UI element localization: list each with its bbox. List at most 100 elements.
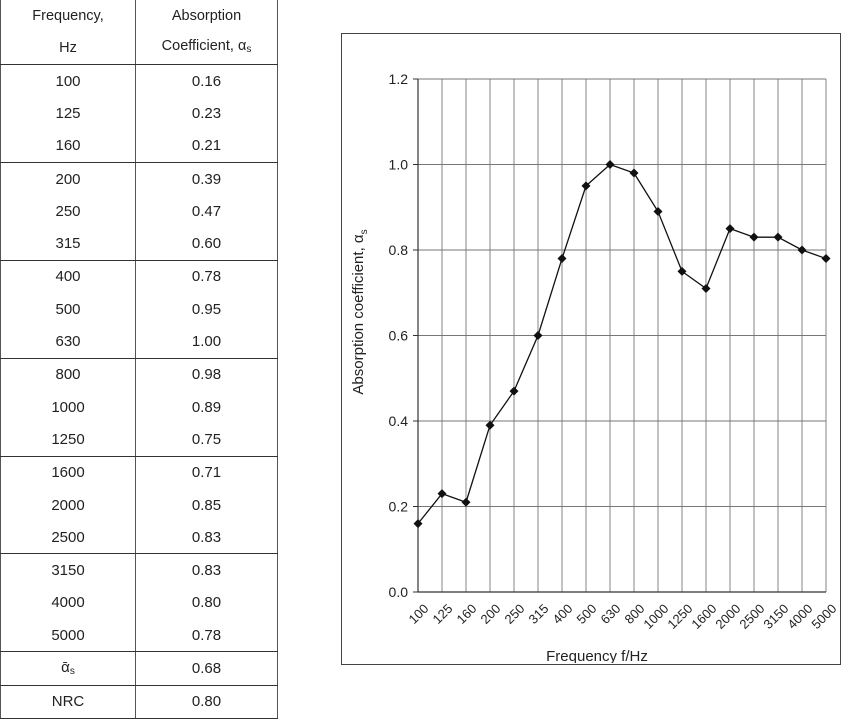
- frequency-cell: 1000: [0, 390, 136, 424]
- table-row: 315 0.60: [0, 227, 278, 261]
- x-tick-label: 400: [550, 601, 576, 627]
- frequency-cell: 5000: [0, 619, 136, 653]
- data-point: [749, 232, 759, 242]
- x-tick-label: 630: [598, 601, 624, 627]
- x-tick-label: 315: [526, 601, 552, 627]
- table-row: 3150 0.83: [0, 553, 278, 587]
- x-tick-label: 125: [430, 601, 456, 627]
- summary-label: ᾱ: [61, 659, 70, 677]
- grid-lines: [417, 78, 827, 593]
- table-row: 630 1.00: [0, 325, 278, 359]
- x-tick-label: 3150: [760, 601, 791, 632]
- x-tick-label: 1600: [688, 601, 719, 632]
- data-point: [557, 254, 567, 264]
- data-point: [725, 224, 735, 234]
- table-row: 1600 0.71: [0, 456, 278, 489]
- x-tick-label: 160: [454, 601, 480, 627]
- data-point: [773, 232, 783, 242]
- header-absorption-line2: Coefficient, αs: [135, 32, 278, 65]
- coefficient-cell: 0.80: [135, 586, 278, 620]
- x-tick-label: 200: [478, 601, 504, 627]
- y-tick-label: 0.0: [389, 584, 409, 600]
- frequency-cell: 160: [0, 129, 136, 163]
- coefficient-cell: 0.47: [135, 195, 278, 228]
- x-tick-label: 5000: [808, 601, 839, 632]
- x-tick-label: 2500: [736, 601, 767, 632]
- data-point: [581, 181, 591, 191]
- header-coefficient-text: Coefficient, α: [161, 38, 247, 54]
- table-row: 160 0.21: [0, 129, 278, 163]
- data-point: [701, 283, 711, 293]
- absorption-table: Frequency, Absorption Hz Coefficient, αs…: [0, 0, 278, 719]
- frequency-cell: 500: [0, 293, 136, 326]
- summary-label: NRC: [51, 692, 85, 710]
- coefficient-cell: 0.16: [135, 64, 278, 98]
- y-tick-label: 0.8: [389, 242, 409, 258]
- coefficient-cell: 0.95: [135, 293, 278, 326]
- table-header-row: Hz Coefficient, αs: [0, 32, 278, 65]
- frequency-cell: 2000: [0, 488, 136, 522]
- chart-frame: 0.0 0.2 0.4 0.6 0.8 1.0 1.2 100 125 160 200 250 315 4…: [341, 33, 841, 665]
- coefficient-cell: 0.78: [135, 619, 278, 653]
- data-point: [485, 420, 495, 430]
- table-body: 100 0.16 125 0.23 160 0.21 200 0.39 250 0.47 315 0.…: [0, 64, 278, 719]
- y-axis-title-text: Absorption coefficient, α: [350, 234, 367, 394]
- coefficient-cell: 0.71: [135, 456, 278, 489]
- table-row: 4000 0.80: [0, 586, 278, 620]
- table-row: 2500 0.83: [0, 521, 278, 555]
- header-frequency-line1: Frequency,: [0, 0, 136, 32]
- frequency-cell: 200: [0, 162, 136, 196]
- frequency-cell: 800: [0, 358, 136, 391]
- summary-label-subscript: s: [69, 666, 75, 678]
- x-tick-label: 250: [502, 601, 528, 627]
- coefficient-cell: 0.78: [135, 260, 278, 294]
- axes: 0.00.20.40.60.81.01.21001251602002503154…: [389, 71, 839, 632]
- x-tick-label: 1250: [664, 601, 695, 632]
- coefficient-cell: 0.83: [135, 553, 278, 587]
- table-row: 125 0.23: [0, 97, 278, 130]
- summary-label-cell: ᾱs: [0, 651, 136, 686]
- frequency-cell: 630: [0, 325, 136, 359]
- y-tick-label: 0.2: [389, 499, 409, 515]
- y-axis-title: Absorption coefficient, αs: [350, 229, 370, 394]
- frequency-cell: 1250: [0, 423, 136, 457]
- table-row: 1250 0.75: [0, 423, 278, 457]
- header-frequency-line2: Hz: [0, 32, 136, 65]
- data-point: [605, 160, 615, 169]
- summary-value-cell: 0.68: [135, 651, 278, 686]
- frequency-cell: 4000: [0, 586, 136, 620]
- table-row: 500 0.95: [0, 293, 278, 326]
- x-tick-label: 2000: [712, 601, 743, 632]
- x-tick-label: 500: [574, 601, 600, 627]
- data-point: [437, 489, 447, 499]
- x-axis-title: Frequency f/Hz: [546, 648, 648, 663]
- data-point: [797, 245, 807, 255]
- table-row: 5000 0.78: [0, 619, 278, 653]
- frequency-cell: 400: [0, 260, 136, 294]
- x-tick-label: 4000: [784, 601, 815, 632]
- data-point: [629, 168, 639, 178]
- frequency-cell: 1600: [0, 456, 136, 489]
- data-point: [533, 331, 543, 340]
- frequency-cell: 125: [0, 97, 136, 130]
- table-row: 250 0.47: [0, 195, 278, 228]
- table-row: 1000 0.89: [0, 390, 278, 424]
- y-tick-label: 0.6: [389, 328, 409, 344]
- header-absorption-line1: Absorption: [135, 0, 278, 32]
- summary-value-cell: 0.80: [135, 685, 278, 719]
- coefficient-cell: 0.39: [135, 162, 278, 196]
- summary-row: ᾱs 0.68: [0, 651, 278, 686]
- x-tick-label: 1000: [640, 601, 671, 632]
- frequency-cell: 250: [0, 195, 136, 228]
- table-row: 800 0.98: [0, 358, 278, 391]
- coefficient-cell: 0.85: [135, 488, 278, 522]
- series-line: [417, 163, 827, 525]
- data-point: [461, 497, 471, 507]
- data-point: [413, 519, 423, 529]
- summary-row: NRC 0.80: [0, 685, 278, 719]
- coefficient-cell: 0.83: [135, 521, 278, 555]
- table-row: 200 0.39: [0, 162, 278, 196]
- table-header-row: Frequency, Absorption: [0, 0, 278, 32]
- absorption-chart: 0.00.20.40.60.81.01.21001251602002503154…: [350, 71, 839, 663]
- table-row: 400 0.78: [0, 260, 278, 294]
